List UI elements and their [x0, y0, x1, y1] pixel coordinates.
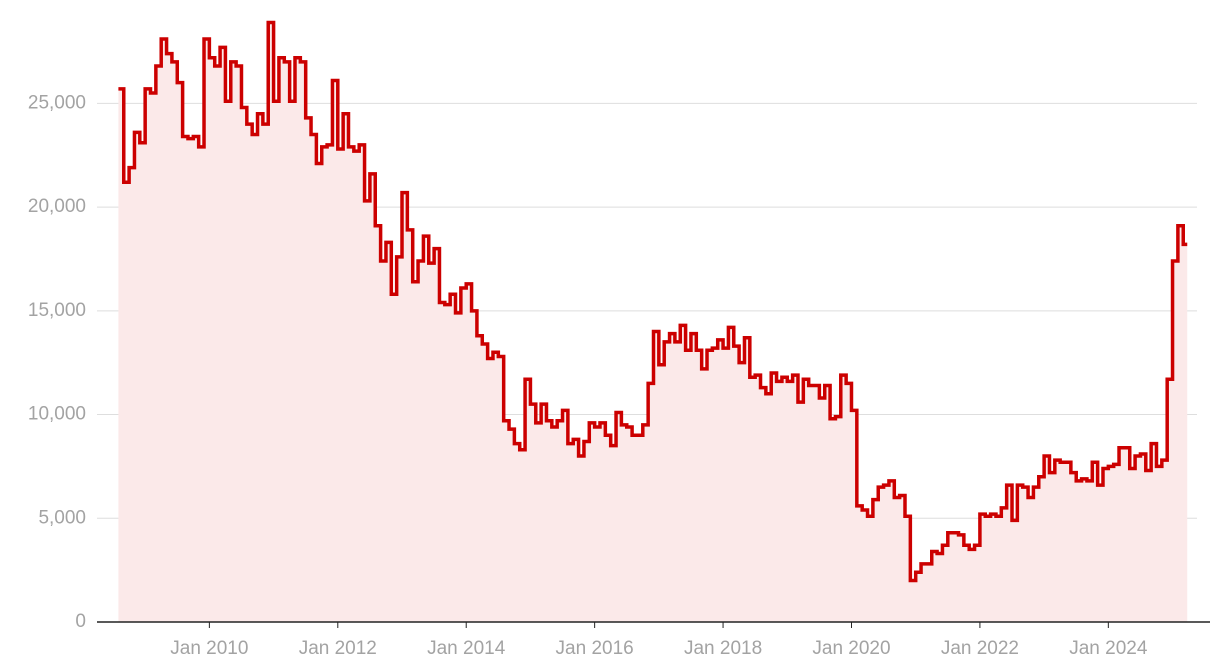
x-tick-label: Jan 2020 [812, 638, 890, 659]
x-tick-label: Jan 2014 [427, 638, 506, 659]
x-tick-label: Jan 2012 [299, 638, 377, 659]
x-tick-label: Jan 2024 [1069, 638, 1148, 659]
x-tick-label: Jan 2016 [556, 638, 634, 659]
x-tick-label: Jan 2010 [170, 638, 248, 659]
area [118, 22, 1188, 623]
y-tick-label: 20,000 [28, 196, 86, 217]
x-tick-label: Jan 2018 [684, 638, 762, 659]
y-tick-label: 5,000 [38, 507, 86, 528]
line [118, 20, 1188, 583]
x-tick-label: Jan 2022 [941, 638, 1019, 659]
y-tick-label: 10,000 [28, 404, 86, 425]
y-tick-label: 15,000 [28, 300, 86, 321]
y-tick-label: 0 [75, 611, 86, 632]
y-tick-label: 25,000 [28, 92, 86, 113]
